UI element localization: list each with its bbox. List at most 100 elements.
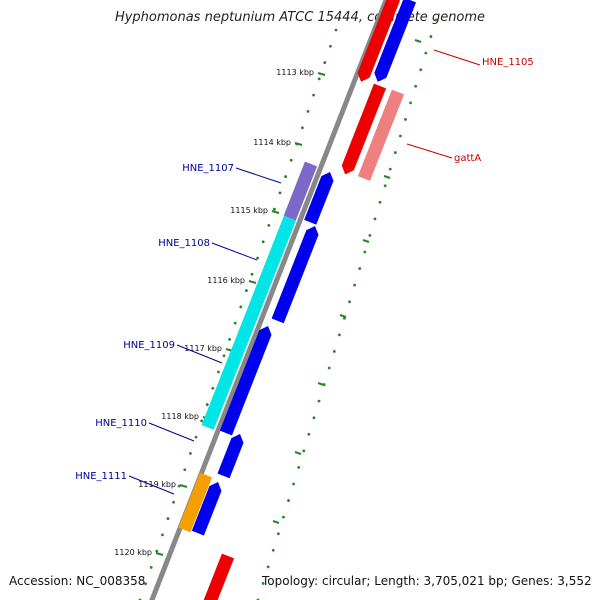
kbp-tick-label: 1117 kbp xyxy=(184,344,222,353)
tick-dot xyxy=(414,84,418,88)
tick-dot xyxy=(306,110,310,113)
gene-label-hne_1111: HNE_1111 xyxy=(75,471,127,482)
tick-dash xyxy=(383,175,391,179)
gene-labels: HNE_1105 gattA HNE_1107 HNE_1108 HNE_1109 HNE… xyxy=(75,49,534,495)
cog-block xyxy=(201,215,297,430)
tick-dot xyxy=(205,403,209,406)
tick-dot-rings xyxy=(138,18,438,600)
kbp-tick-mark xyxy=(317,72,326,76)
tick-dot xyxy=(273,207,276,211)
kbp-tick-label: 1120 kbp xyxy=(114,548,152,557)
tick-dot xyxy=(233,321,237,325)
tick-dot xyxy=(353,283,357,287)
tick-dot xyxy=(261,240,265,244)
tick-dash xyxy=(294,451,302,455)
cog-block xyxy=(283,161,318,221)
tick-dot xyxy=(393,151,397,154)
cds-block xyxy=(357,0,401,82)
tick-dot xyxy=(434,18,438,22)
tick-dash xyxy=(362,239,370,243)
cds-block xyxy=(304,172,334,225)
gene-leader-line xyxy=(176,344,223,364)
tick-dot xyxy=(256,256,259,260)
gene-label-gatta: gattA xyxy=(454,153,481,164)
tick-dot xyxy=(424,51,428,55)
tick-dot xyxy=(337,333,341,337)
tick-dot xyxy=(161,533,164,537)
tick-dot xyxy=(166,517,170,520)
gene-label-hne_1105: HNE_1105 xyxy=(482,57,534,68)
tick-dot xyxy=(292,482,295,486)
tick-dot xyxy=(334,28,338,32)
tick-dot xyxy=(284,175,287,178)
left-dot-ring xyxy=(138,28,338,600)
tick-dot xyxy=(155,549,159,553)
tick-dot xyxy=(297,466,301,469)
tick-dot xyxy=(399,134,402,138)
kbp-ticks: 1113 kbp 1114 kbp 1115 kbp 1116 kbp 1117 kbp… xyxy=(114,39,422,557)
tick-dot xyxy=(404,118,407,121)
kbp-tick-mark xyxy=(179,484,188,488)
tick-dot xyxy=(289,158,293,162)
kbp-tick-mark xyxy=(248,280,257,284)
kbp-tick-label: 1114 kbp xyxy=(253,138,291,147)
tick-dot xyxy=(261,582,265,585)
tick-dot xyxy=(267,224,271,227)
tick-dot xyxy=(307,432,311,436)
topology-summary: Topology: circular; Length: 3,705,021 bp… xyxy=(262,574,592,588)
tick-dot xyxy=(282,515,285,519)
tick-dot xyxy=(250,272,254,276)
tick-dot xyxy=(194,435,198,439)
gene-leader-line xyxy=(406,143,453,159)
tick-dot xyxy=(183,468,187,472)
tick-dot xyxy=(149,566,153,569)
tick-dot xyxy=(409,101,412,105)
tick-dot xyxy=(317,77,321,81)
kbp-tick-mark xyxy=(294,142,303,146)
tick-dot xyxy=(429,35,433,38)
tick-dot xyxy=(211,386,215,390)
kbp-tick-mark xyxy=(155,552,164,556)
tick-dot xyxy=(329,44,332,48)
tick-dot xyxy=(348,300,351,304)
tick-dot xyxy=(222,354,226,358)
kbp-tick-label: 1115 kbp xyxy=(230,206,268,215)
feature-tracks xyxy=(149,0,417,600)
gene-leader-line xyxy=(433,49,481,66)
tick-dot xyxy=(177,484,181,488)
tick-dot xyxy=(239,305,243,309)
trna-block xyxy=(357,89,405,181)
tick-dash xyxy=(272,520,280,524)
right-dot-ring xyxy=(256,18,438,600)
tick-dot xyxy=(317,399,321,403)
tick-dot xyxy=(358,267,362,270)
accession-text: Accession: NC_008358 xyxy=(9,574,146,588)
cds-block xyxy=(203,553,235,600)
gene-leader-line xyxy=(148,422,195,442)
tick-dot xyxy=(323,61,327,64)
gene-leader-line xyxy=(211,242,258,261)
tick-dot xyxy=(287,499,290,502)
cds-block xyxy=(219,326,272,436)
gene-leader-line xyxy=(235,167,282,184)
tick-dot xyxy=(383,184,387,188)
cds-block xyxy=(191,482,222,536)
tick-dot xyxy=(419,68,423,72)
tick-dot xyxy=(302,449,306,453)
tick-dot xyxy=(332,350,336,353)
tick-dot xyxy=(378,200,382,204)
cog-block xyxy=(178,472,213,533)
cds-block xyxy=(374,0,417,82)
tick-dot xyxy=(266,565,270,569)
gene-label-hne_1107: HNE_1107 xyxy=(182,163,234,174)
kbp-tick-mark xyxy=(271,210,280,214)
kbp-tick-label: 1116 kbp xyxy=(207,276,245,285)
tick-dot xyxy=(327,366,331,370)
tick-dot xyxy=(278,191,282,195)
kbp-tick-label: 1118 kbp xyxy=(161,412,199,421)
cds-block xyxy=(271,226,319,324)
tick-dot xyxy=(144,582,148,586)
gene-label-hne_1110: HNE_1110 xyxy=(95,418,147,429)
kbp-tick-label: 1119 kbp xyxy=(138,480,176,489)
